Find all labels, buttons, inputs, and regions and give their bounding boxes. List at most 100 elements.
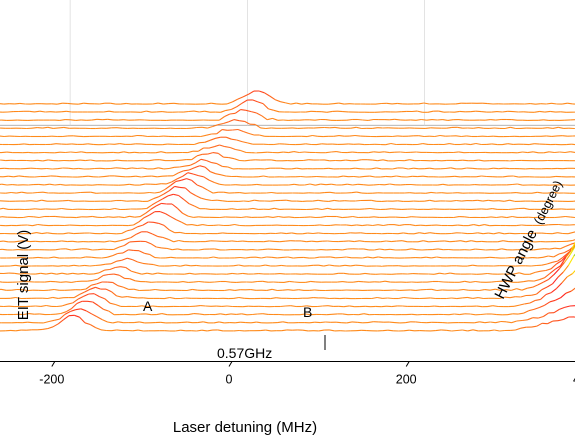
series-segment bbox=[213, 191, 219, 194]
series-segment bbox=[557, 271, 564, 278]
series-segment bbox=[161, 247, 167, 249]
series-segment bbox=[140, 110, 147, 113]
series-segment bbox=[357, 118, 363, 121]
series-segment bbox=[84, 264, 90, 267]
series-segment bbox=[136, 305, 142, 308]
series-segment bbox=[450, 272, 456, 275]
series-segment bbox=[347, 215, 353, 218]
series-segment bbox=[444, 272, 451, 275]
series-segment bbox=[271, 191, 277, 194]
series-segment bbox=[550, 287, 557, 294]
series-segment bbox=[151, 233, 158, 237]
series-segment bbox=[138, 250, 145, 254]
series-segment bbox=[101, 256, 108, 259]
series-segment bbox=[110, 291, 117, 297]
series-segment bbox=[350, 126, 357, 129]
series-segment bbox=[272, 215, 279, 218]
series-segment bbox=[222, 200, 228, 202]
series-segment bbox=[278, 215, 284, 218]
series-segment bbox=[29, 110, 35, 113]
series-segment bbox=[418, 102, 424, 105]
series-segment bbox=[83, 272, 89, 275]
series-segment bbox=[323, 297, 330, 300]
series-segment bbox=[305, 110, 312, 113]
series-segment bbox=[233, 119, 240, 122]
series-segment bbox=[147, 305, 153, 308]
series-segment bbox=[149, 211, 156, 216]
series-segment bbox=[262, 216, 268, 218]
series-segment bbox=[248, 199, 255, 202]
series-segment bbox=[485, 119, 491, 121]
series-segment bbox=[346, 256, 352, 259]
series-segment bbox=[32, 256, 39, 259]
series-segment bbox=[570, 241, 575, 251]
series-segment bbox=[501, 248, 508, 251]
series-segment bbox=[559, 151, 566, 154]
series-segment bbox=[261, 256, 267, 259]
series-segment bbox=[156, 246, 162, 249]
series-segment bbox=[283, 280, 290, 283]
series-segment bbox=[319, 192, 325, 194]
series-segment bbox=[432, 248, 439, 251]
series-segment bbox=[531, 191, 538, 194]
series-segment bbox=[215, 136, 221, 139]
series-segment bbox=[470, 110, 476, 113]
series-segment bbox=[135, 175, 142, 178]
series-segment bbox=[217, 122, 224, 126]
series-segment bbox=[288, 151, 295, 154]
series-segment bbox=[146, 272, 153, 275]
series-segment bbox=[513, 272, 520, 275]
series-segment bbox=[550, 175, 556, 178]
series-segment bbox=[516, 256, 522, 259]
series-segment bbox=[282, 289, 289, 291]
series-segment bbox=[182, 212, 189, 217]
series-segment bbox=[548, 255, 554, 258]
series-segment bbox=[352, 151, 358, 154]
series-segment bbox=[364, 272, 371, 275]
series-segment bbox=[157, 102, 164, 105]
series-segment bbox=[267, 117, 273, 121]
series-segment bbox=[143, 214, 150, 219]
series-segment bbox=[316, 143, 322, 146]
series-segment bbox=[71, 280, 77, 283]
series-segment bbox=[172, 172, 179, 177]
series-segment bbox=[198, 216, 204, 218]
series-segment bbox=[129, 151, 135, 154]
series-segment bbox=[245, 109, 252, 113]
series-segment bbox=[501, 216, 507, 219]
series-segment bbox=[312, 232, 319, 235]
series-segment bbox=[165, 256, 171, 259]
series-segment bbox=[570, 151, 575, 153]
series-segment bbox=[269, 240, 275, 242]
series-segment bbox=[472, 264, 478, 267]
series-segment bbox=[300, 313, 306, 316]
series-segment bbox=[109, 207, 115, 211]
series-segment bbox=[328, 103, 334, 105]
series-segment bbox=[8, 175, 14, 178]
series-segment bbox=[258, 175, 264, 178]
series-segment bbox=[56, 272, 63, 275]
series-segment bbox=[107, 118, 114, 121]
series-segment bbox=[397, 232, 404, 235]
series-segment bbox=[164, 185, 171, 190]
series-segment bbox=[523, 207, 530, 210]
series-segment bbox=[504, 296, 511, 299]
series-segment bbox=[32, 159, 38, 162]
series-segment bbox=[489, 288, 496, 291]
series-segment bbox=[487, 305, 493, 308]
series-segment bbox=[162, 195, 169, 200]
series-segment bbox=[19, 272, 25, 275]
series-segment bbox=[136, 231, 142, 235]
series-segment bbox=[484, 256, 490, 259]
series-segment bbox=[328, 167, 334, 170]
series-segment bbox=[469, 248, 476, 251]
series-segment bbox=[337, 175, 344, 178]
series-segment bbox=[157, 198, 163, 203]
series-segment bbox=[134, 216, 141, 218]
series-segment bbox=[179, 186, 186, 189]
series-segment bbox=[491, 111, 498, 113]
series-segment bbox=[457, 192, 463, 194]
series-segment bbox=[565, 215, 571, 218]
series-line bbox=[0, 253, 575, 300]
series-segment bbox=[85, 159, 91, 162]
